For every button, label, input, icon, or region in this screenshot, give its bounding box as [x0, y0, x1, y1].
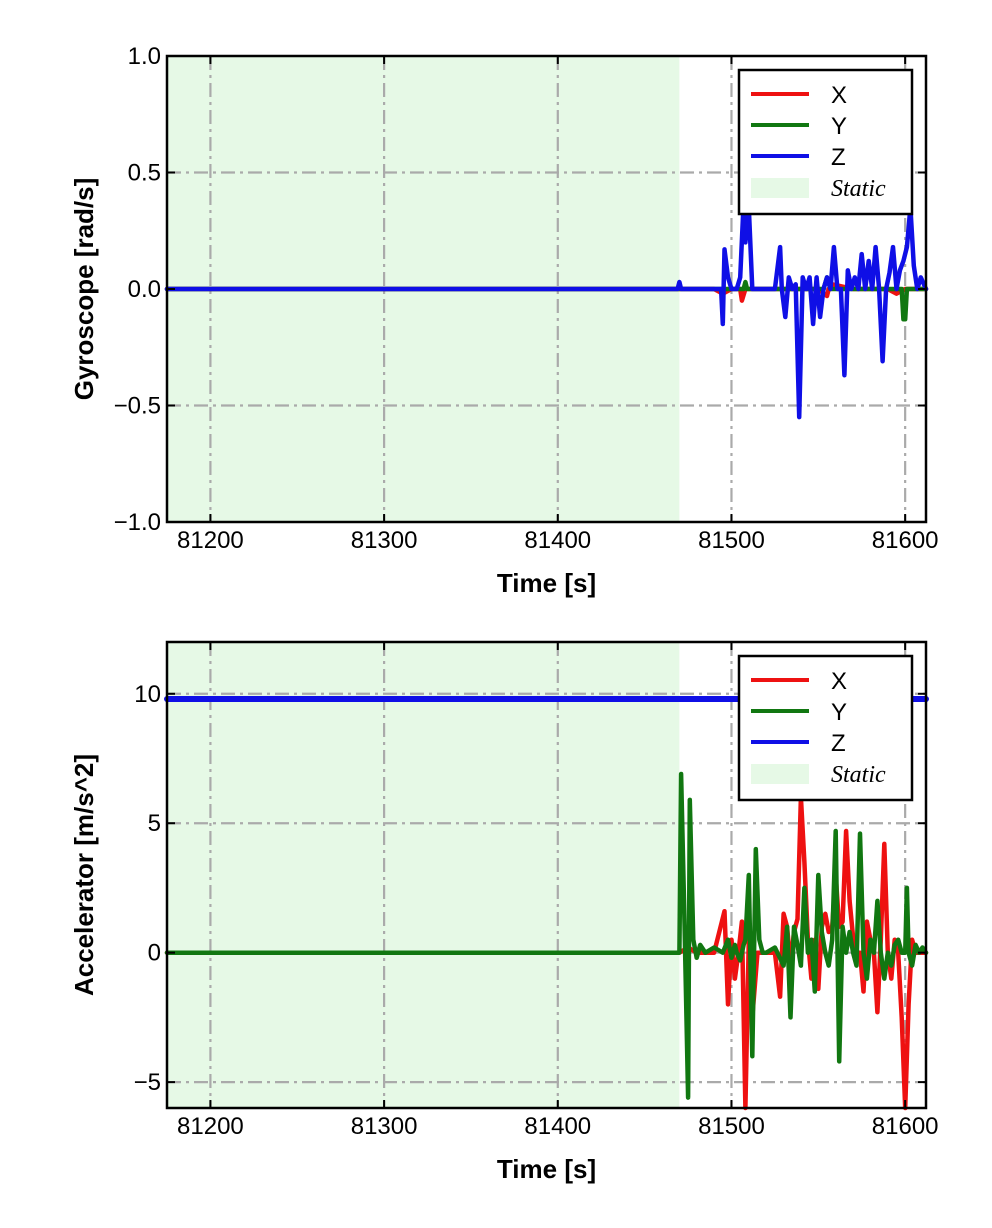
- gyro-tick-labels: 81200 81300 81400 81500 81600 1.0 0.5 0.0 −0.5 −1…: [114, 43, 939, 554]
- gyro-legend-label-z: Z: [831, 144, 846, 171]
- accel-legend-label-static: Static: [831, 762, 886, 788]
- accel-ytick-label-2: 0: [148, 940, 161, 967]
- accel-y-axis-label: Accelerator [m/s^2]: [69, 754, 99, 996]
- accelerator-panel: 81200 81300 81400 81500 81600 10 5 0 −5 Time [s]…: [69, 640, 939, 1184]
- accel-x-axis-label: Time [s]: [497, 1154, 596, 1184]
- accel-ytick-label-3: −5: [134, 1069, 161, 1096]
- gyro-legend: XYZ Static: [737, 68, 914, 216]
- accel-ytick-label-1: 5: [148, 810, 161, 837]
- accel-legend-swatch-static: [751, 764, 809, 784]
- gyro-x-axis-label: Time [s]: [497, 568, 596, 598]
- gyro-series-z: [164, 200, 929, 420]
- accel-xtick-label-4: 81600: [872, 1113, 939, 1140]
- accel-legend-label-x: X: [831, 668, 847, 695]
- gyro-legend-label-static: Static: [831, 176, 886, 202]
- gyro-y-axis-label: Gyroscope [rad/s]: [69, 178, 99, 401]
- accel-ticks: [167, 642, 926, 1108]
- gyro-ytick-label-0: 1.0: [128, 43, 161, 70]
- gyro-ytick-label-4: −1.0: [114, 509, 161, 536]
- gyro-ytick-label-2: 0.0: [128, 276, 161, 303]
- gyro-xtick-label-1: 81300: [351, 527, 418, 554]
- gyro-xtick-label-2: 81400: [524, 527, 591, 554]
- accel-xtick-label-1: 81300: [351, 1113, 418, 1140]
- accel-static-region: [167, 642, 680, 1108]
- gyro-ytick-label-3: −0.5: [114, 393, 161, 420]
- accel-series-y: [164, 771, 929, 1100]
- accel-ytick-label-0: 10: [134, 681, 161, 708]
- accel-tick-labels: 81200 81300 81400 81500 81600 10 5 0 −5: [134, 681, 939, 1140]
- gyroscope-panel: 81200 81300 81400 81500 81600 1.0 0.5 0.0 −0.5 −1…: [69, 43, 939, 598]
- accel-plot-frame: [165, 640, 928, 1110]
- gyro-plot-frame: [165, 54, 928, 524]
- gyro-ytick-label-1: 0.5: [128, 160, 161, 187]
- gyro-legend-swatch-static: [751, 178, 809, 198]
- accel-legend-label-y: Y: [831, 699, 847, 726]
- gyro-xtick-label-3: 81500: [698, 527, 765, 554]
- accel-xtick-label-0: 81200: [177, 1113, 244, 1140]
- accel-legend-label-z: Z: [831, 730, 846, 757]
- gyro-legend-label-x: X: [831, 82, 847, 109]
- accel-xtick-label-2: 81400: [524, 1113, 591, 1140]
- gyro-xtick-label-0: 81200: [177, 527, 244, 554]
- gyro-legend-label-y: Y: [831, 113, 847, 140]
- accel-xtick-label-3: 81500: [698, 1113, 765, 1140]
- gyro-xtick-label-4: 81600: [872, 527, 939, 554]
- accel-legend: XYZ Static: [737, 654, 914, 802]
- gyro-series-layer: [164, 200, 929, 420]
